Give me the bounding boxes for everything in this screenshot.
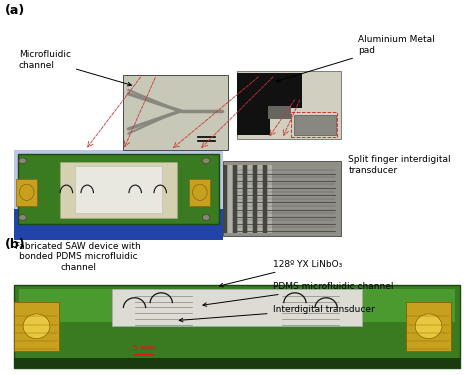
Bar (253, 165, 257, 232)
Circle shape (202, 158, 210, 164)
Bar (60, 162, 177, 218)
Bar (223, 165, 228, 232)
Circle shape (19, 158, 27, 164)
Bar (291, 112, 337, 137)
Circle shape (19, 214, 27, 220)
Bar (112, 289, 362, 326)
Bar (14, 302, 59, 351)
Bar (263, 165, 267, 232)
Text: 5 mm: 5 mm (133, 345, 155, 351)
Bar (75, 166, 162, 213)
Bar (406, 302, 451, 351)
Bar (228, 165, 232, 232)
Bar (237, 73, 301, 108)
Text: Aluminium Metal
pad: Aluminium Metal pad (276, 35, 435, 82)
Bar (14, 150, 223, 208)
Bar (268, 106, 291, 118)
Ellipse shape (23, 314, 50, 339)
Text: (a): (a) (5, 4, 25, 17)
Text: 128º YX LiNbO₃: 128º YX LiNbO₃ (219, 260, 342, 287)
Text: (b): (b) (5, 238, 26, 251)
Text: Interdigital transducer: Interdigital transducer (179, 305, 374, 322)
Bar (243, 165, 247, 232)
Bar (18, 289, 456, 322)
Bar (14, 209, 223, 240)
Ellipse shape (415, 314, 442, 339)
Bar (233, 165, 237, 232)
Bar (16, 179, 37, 206)
Text: PDMS microfluidic channel: PDMS microfluidic channel (203, 282, 393, 306)
Bar (237, 71, 341, 139)
Bar (237, 165, 242, 232)
Ellipse shape (19, 184, 34, 200)
Bar (257, 165, 262, 232)
Bar (14, 285, 460, 368)
Text: Fabricated SAW device with
bonded PDMS microfluidic
channel: Fabricated SAW device with bonded PDMS m… (15, 242, 141, 272)
Text: Split finger interdigital
transducer: Split finger interdigital transducer (348, 155, 451, 175)
Bar (190, 179, 210, 206)
Bar (247, 165, 252, 232)
Bar (14, 358, 460, 368)
Bar (294, 115, 336, 135)
Circle shape (202, 214, 210, 220)
Bar (223, 161, 341, 236)
Text: Microfluidic
channel: Microfluidic channel (19, 50, 131, 86)
Bar (267, 165, 272, 232)
Bar (237, 102, 270, 135)
Bar (123, 75, 228, 150)
Ellipse shape (192, 184, 207, 200)
Bar (18, 154, 219, 224)
